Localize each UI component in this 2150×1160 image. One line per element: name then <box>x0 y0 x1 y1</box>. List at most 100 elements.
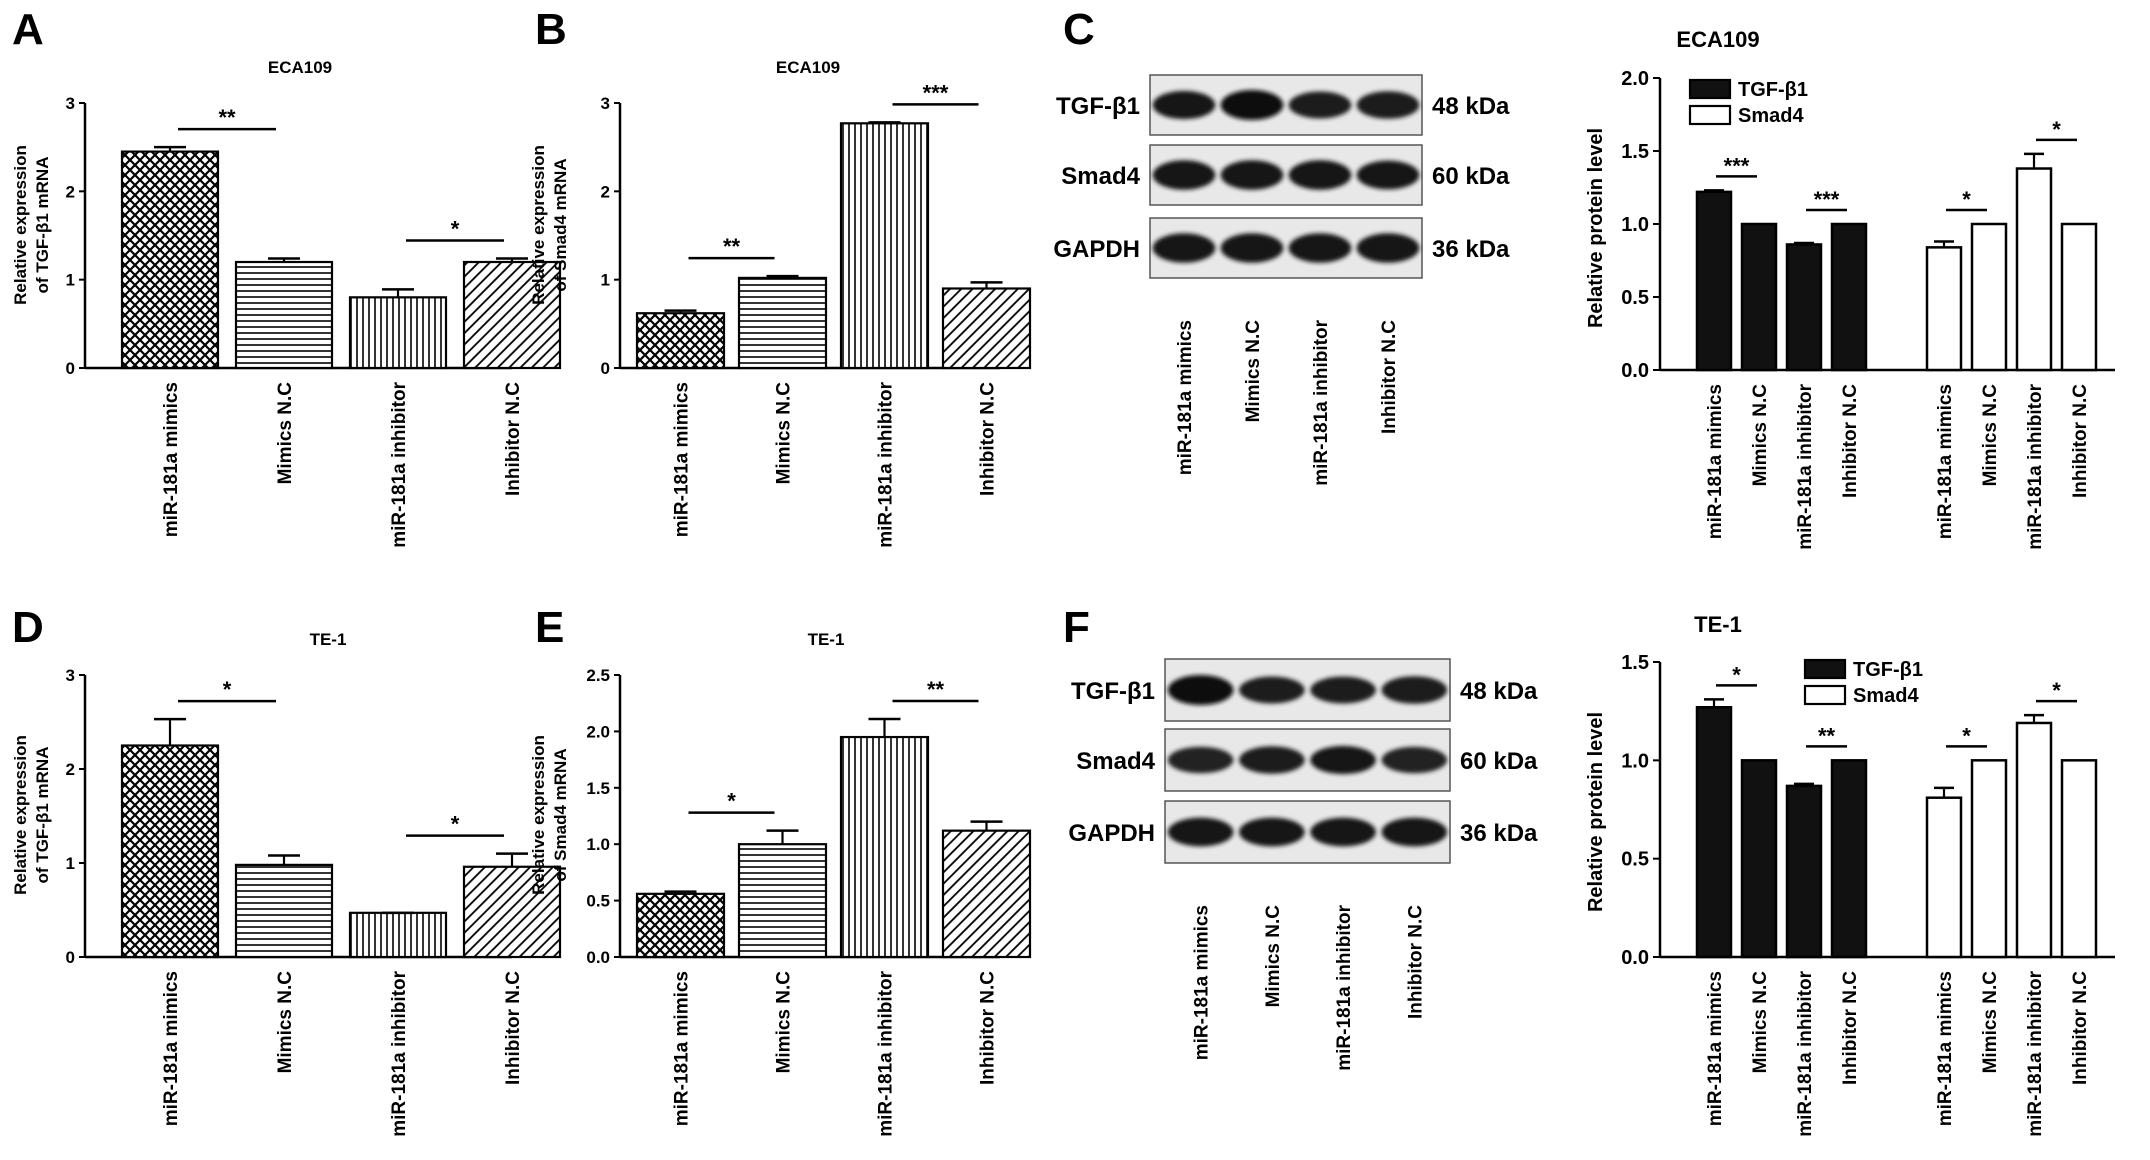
x-tick-label-e: miR-181a mimics <box>672 971 693 1126</box>
panel-c: C ECA109 Relative protein level ECA109TG… <box>1053 5 2115 550</box>
y-axis-label-line1-d: Relative expression <box>11 735 30 895</box>
blot-lane-label-f: Mimics N.C <box>1263 905 1284 1008</box>
legend-label-f: Smad4 <box>1853 685 1919 707</box>
plot-area-a: 0 1 2 3 miR-181a mimics Mimics N.C miR-181a in… <box>66 94 562 548</box>
y-tick-label-d: 0 <box>66 948 75 967</box>
blot-lane-label-f: miR-181a mimics <box>1192 905 1213 1060</box>
panel-label-a: A <box>12 5 44 54</box>
x-tick-label-d: miR-181a mimics <box>161 971 182 1126</box>
panel-e: E TE-1 Relative expression of Smad4 mRNA… <box>529 603 1032 1137</box>
bar-f <box>1830 759 1868 959</box>
y-tick-label-b: 2 <box>601 182 610 201</box>
bar-c <box>1740 222 1778 372</box>
chart-title-d: TE-1 <box>310 630 347 649</box>
y-tick-label-a: 3 <box>66 94 75 113</box>
blot-band-f <box>1310 817 1376 847</box>
blot-band-c <box>1152 90 1216 120</box>
blot-band-c <box>1152 160 1216 190</box>
y-axis-label-f: Relative protein level <box>1585 712 1607 912</box>
significance-label-b: *** <box>923 80 949 105</box>
plot-area-d: 0 1 2 3 miR-181a mimics Mimics N.C miR-181a in… <box>66 666 562 1137</box>
bar-c <box>1830 222 1868 372</box>
blot-size-label-c: 60 kDa <box>1432 163 1510 190</box>
bar-a <box>120 150 220 370</box>
y-axis-label-line2-a: of TGF-β1 mRNA <box>33 157 52 294</box>
plot-area-c: 0.0 0.5 1.0 1.5 2.0 miR-181a mimics Mimics N.C… <box>1621 68 2115 550</box>
legend-label-c: Smad4 <box>1738 105 1804 127</box>
bar-e <box>839 735 930 959</box>
blot-band-f <box>1239 817 1305 847</box>
panel-label-e: E <box>535 603 564 652</box>
y-tick-label-e: 1.5 <box>586 779 610 798</box>
significance-label-c: *** <box>1724 153 1750 178</box>
blot-size-label-c: 36 kDa <box>1432 236 1510 263</box>
y-axis-label-c: Relative protein level <box>1585 128 1607 328</box>
y-axis-label-line2-d: of TGF-β1 mRNA <box>33 747 52 884</box>
y-tick-label-e: 2.0 <box>586 722 610 741</box>
x-tick-label-f: Mimics N.C <box>1750 971 1771 1074</box>
chart-title-c: ECA109 <box>1676 27 1759 52</box>
bar-e <box>737 843 828 959</box>
bar-f <box>2060 759 2098 959</box>
x-tick-label-f: miR-181a mimics <box>1935 971 1956 1126</box>
blot-lane-label-f: miR-181a inhibitor <box>1334 904 1355 1070</box>
x-tick-label-c: miR-181a mimics <box>1705 384 1726 539</box>
x-tick-label-d: miR-181a inhibitor <box>389 970 410 1136</box>
y-axis-label-b: Relative expression of Smad4 mRNA <box>529 145 570 305</box>
panel-f: F TE-1 Relative protein level TE-1TGF-β1… <box>1063 603 2115 1137</box>
y-tick-label-e: 2.5 <box>586 666 610 685</box>
bar-f <box>2015 721 2053 959</box>
x-tick-label-a: Inhibitor N.C <box>503 382 524 496</box>
significance-label-f: ** <box>1818 723 1836 748</box>
bar-d <box>462 865 562 959</box>
blot-band-f <box>1310 745 1376 775</box>
plot-area-e: 0.0 0.5 1.0 1.5 2.0 2.5 miR-181a mimics Mimics … <box>586 666 1032 1137</box>
blot-band-c <box>1288 91 1352 119</box>
chart-title-e: TE-1 <box>808 630 845 649</box>
chart-title-a: ECA109 <box>268 58 332 77</box>
y-tick-label-e: 1.0 <box>586 835 610 854</box>
blot-protein-label-f: GAPDH <box>1068 820 1155 847</box>
blot-band-f <box>1167 675 1234 705</box>
y-tick-label-f: 1.0 <box>1621 750 1649 772</box>
blot-band-f <box>1381 676 1448 704</box>
bar-b <box>737 276 828 370</box>
blot-size-label-f: 60 kDa <box>1460 748 1538 775</box>
blot-band-f <box>1310 676 1376 704</box>
y-tick-label-d: 3 <box>66 666 75 685</box>
x-tick-label-a: Mimics N.C <box>275 382 296 485</box>
significance-label-a: ** <box>218 105 236 130</box>
bar-a <box>348 296 448 370</box>
blot-protein-label-f: Smad4 <box>1076 748 1155 775</box>
panel-a: A ECA109 Relative expression of TGF-β1 m… <box>11 5 562 548</box>
significance-label-a: * <box>451 216 460 241</box>
significance-label-d: * <box>223 677 232 702</box>
y-axis-label-line1-e: Relative expression <box>529 735 548 895</box>
x-tick-label-f: miR-181a inhibitor <box>2025 970 2046 1136</box>
x-tick-label-d: Inhibitor N.C <box>503 971 524 1085</box>
x-tick-label-b: miR-181a mimics <box>672 382 693 537</box>
plot-area-b: 0 1 2 3 miR-181a mimics Mimics N.C miR-181a in… <box>601 80 1032 548</box>
blot-size-label-f: 48 kDa <box>1460 678 1538 705</box>
bar-f <box>1740 759 1778 959</box>
bar-c <box>1695 190 1733 372</box>
panel-label-b: B <box>535 5 567 54</box>
y-tick-label-b: 0 <box>601 359 610 378</box>
y-tick-label-c: 2.0 <box>1621 68 1649 90</box>
panel-label-c: C <box>1063 5 1095 54</box>
bar-d <box>120 744 220 959</box>
legend-label-f: TGF-β1 <box>1853 659 1923 681</box>
x-tick-label-c: Inhibitor N.C <box>1840 384 1861 498</box>
legend-swatch-c <box>1688 78 1732 100</box>
x-tick-label-b: Mimics N.C <box>774 382 795 485</box>
significance-label-c: *** <box>1814 187 1840 212</box>
x-tick-label-e: Mimics N.C <box>774 971 795 1074</box>
blot-band-c <box>1152 233 1216 263</box>
y-tick-label-d: 2 <box>66 760 75 779</box>
y-tick-label-a: 1 <box>66 271 75 290</box>
blot-band-f <box>1381 817 1448 847</box>
blot-lane-label-c: Mimics N.C <box>1243 320 1264 423</box>
bar-c <box>1970 222 2008 372</box>
legend-swatch-f <box>1803 658 1847 680</box>
